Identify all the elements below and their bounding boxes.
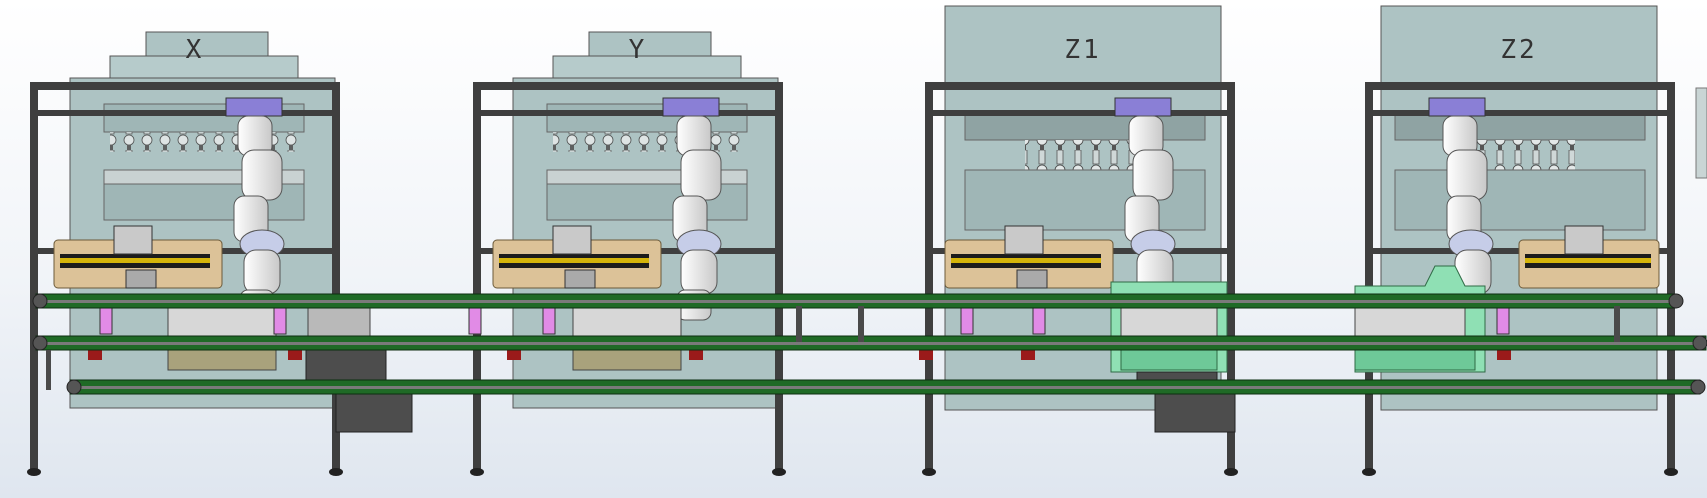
fixture-icon	[944, 225, 1114, 289]
conveyor-icon	[32, 293, 1707, 395]
station-cell-z1: Z1	[919, 5, 1238, 476]
edge-panel	[1695, 87, 1707, 179]
robot-arm-icon	[672, 115, 722, 321]
station-label-x: X	[186, 35, 205, 65]
fixture-icon	[492, 225, 662, 289]
station-label-z1: Z1	[1064, 35, 1101, 65]
robot-base-icon	[225, 97, 283, 117]
station-label-y: Y	[629, 35, 648, 65]
fixture-icon	[1518, 225, 1660, 289]
robot-base-icon	[1114, 97, 1172, 117]
station-cell-y: Y	[468, 31, 786, 476]
station-cell-x: X	[27, 31, 413, 476]
pallet-icon	[88, 305, 302, 371]
fixture-icon	[53, 225, 223, 289]
conveyor-leg	[46, 306, 1620, 390]
station-label-z2: Z2	[1500, 35, 1537, 65]
station-cell-z2: Z2	[1354, 5, 1678, 476]
robot-base-icon	[1428, 97, 1486, 117]
robot-base-icon	[662, 97, 720, 117]
